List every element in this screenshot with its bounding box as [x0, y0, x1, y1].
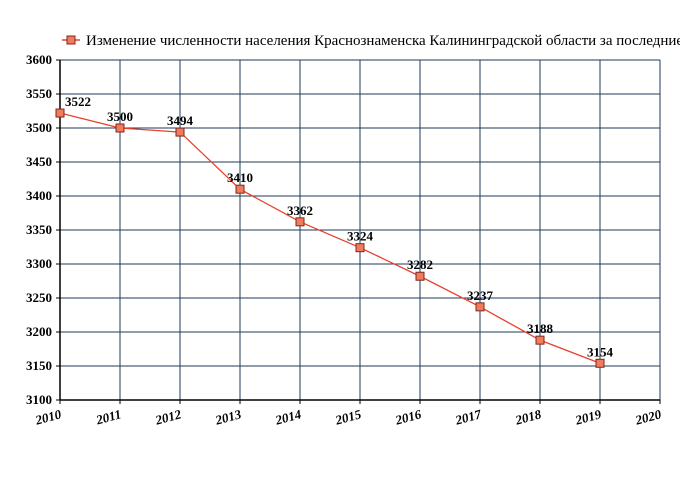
data-label: 3324: [347, 229, 374, 244]
data-point: [175, 127, 185, 137]
y-tick-label: 3450: [26, 154, 52, 169]
data-label: 3522: [65, 94, 91, 109]
x-tick-label: 2010: [33, 406, 63, 428]
y-axis-ticks: 3100 3150 3200 3250 3300 3350 3400 3450 3500 3550…: [26, 52, 60, 407]
data-point: [355, 243, 365, 253]
data-point: [115, 123, 125, 133]
data-point: [55, 108, 65, 118]
data-label: 3154: [587, 344, 614, 359]
x-tick-label: 2016: [393, 406, 423, 428]
y-tick-label: 3500: [26, 120, 52, 135]
data-point: [295, 217, 305, 227]
data-point: [415, 271, 425, 281]
series-line: [59, 112, 601, 364]
data-label: 3410: [227, 170, 253, 185]
y-tick-label: 3150: [26, 358, 52, 373]
data-label: 3237: [467, 288, 494, 303]
data-label: 3500: [107, 109, 133, 124]
x-tick-label: 2015: [333, 406, 363, 428]
y-tick-label: 3550: [26, 86, 52, 101]
data-point: [595, 358, 605, 368]
x-tick-label: 2011: [93, 406, 122, 427]
x-tick-label: 2014: [273, 406, 303, 428]
data-label: 3362: [287, 203, 313, 218]
y-tick-label: 3100: [26, 392, 52, 407]
data-label: 3282: [407, 257, 433, 272]
series: [55, 108, 605, 368]
legend-marker-swatch: [66, 35, 76, 45]
y-tick-label: 3200: [26, 324, 52, 339]
y-tick-label: 3250: [26, 290, 52, 305]
x-tick-label: 2013: [213, 406, 243, 428]
x-tick-label: 2012: [153, 406, 183, 428]
y-tick-label: 3300: [26, 256, 52, 271]
data-point: [475, 302, 485, 312]
x-axis-ticks: 2010 2011 2012 2013 2014 2015 2016 2017 2018 2019…: [33, 400, 663, 428]
y-tick-label: 3600: [26, 52, 52, 67]
legend: Изменение численности населения Краснозн…: [62, 33, 680, 49]
y-tick-label: 3400: [26, 188, 52, 203]
data-point: [235, 184, 245, 194]
x-tick-label: 2018: [513, 406, 543, 428]
legend-label: Изменение численности населения Краснозн…: [86, 33, 680, 49]
data-labels: 3522 3500 3494 3410 3362 3324 3282 3237 3188 3154: [65, 94, 614, 359]
x-tick-label: 2020: [633, 406, 663, 428]
data-point: [535, 335, 545, 345]
data-label: 3188: [527, 321, 554, 336]
x-tick-label: 2017: [453, 406, 483, 428]
y-tick-label: 3350: [26, 222, 52, 237]
x-tick-label: 2019: [573, 406, 603, 428]
data-label: 3494: [167, 113, 194, 128]
